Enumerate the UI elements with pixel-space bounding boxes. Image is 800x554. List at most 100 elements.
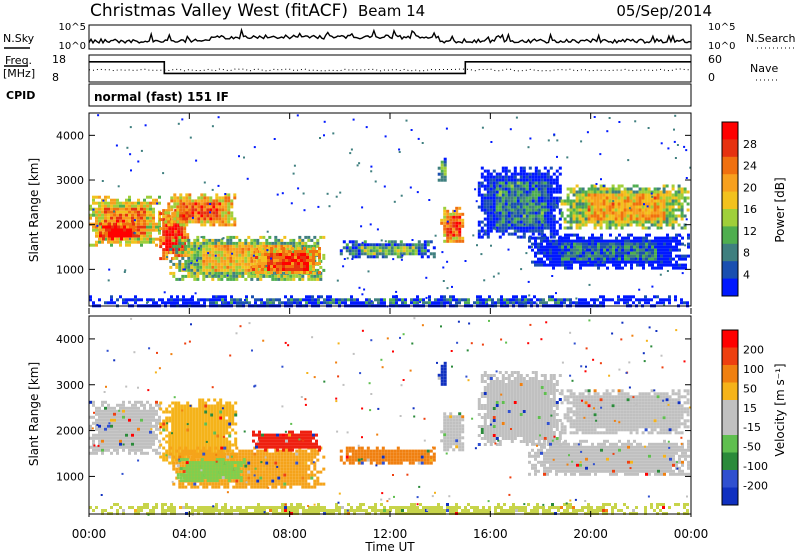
vel-cell	[225, 413, 229, 417]
date-label: 05/Sep/2014	[616, 2, 712, 20]
power-cell	[525, 211, 529, 215]
power-noise-point	[108, 268, 111, 271]
power-cell	[117, 225, 120, 229]
power-cell	[265, 274, 269, 278]
power-cell	[342, 240, 346, 244]
power-cell	[299, 301, 302, 305]
power-cell	[220, 265, 224, 269]
power-cell	[620, 208, 624, 212]
vel-cell	[162, 455, 166, 459]
power-cell	[235, 247, 239, 251]
power-cell	[662, 205, 666, 209]
vel-cell	[119, 436, 122, 440]
power-cell	[648, 251, 651, 255]
power-noise-point	[182, 268, 185, 271]
power-cell	[549, 187, 553, 191]
power-cell	[504, 199, 508, 203]
power-noise-point	[133, 219, 136, 222]
power-cell	[606, 239, 609, 243]
power-noise-point	[102, 199, 105, 202]
power-cell	[285, 250, 288, 253]
vel-cell	[219, 404, 223, 408]
power-cell	[639, 254, 642, 258]
power-cell	[101, 201, 104, 205]
power-cell	[539, 301, 542, 305]
vel-cell	[213, 416, 217, 420]
vel-cell	[95, 427, 98, 431]
power-noise-point	[124, 269, 127, 272]
power-cell	[167, 223, 171, 227]
power-cell	[191, 205, 195, 209]
vel-cell	[152, 424, 155, 428]
power-cell	[396, 255, 400, 259]
power-cell	[203, 202, 207, 206]
power-cell	[193, 265, 197, 269]
vel-cell	[134, 451, 137, 455]
power-noise-point	[189, 136, 192, 139]
power-cell	[567, 233, 570, 237]
power-cell	[594, 236, 597, 240]
power-cell	[650, 208, 654, 212]
power-cell	[313, 271, 317, 275]
power-cell	[510, 193, 514, 197]
power-cell	[179, 214, 183, 218]
power-cell	[286, 247, 290, 251]
power-cell	[477, 220, 481, 224]
vel-cell	[165, 419, 169, 423]
power-cell	[461, 236, 465, 240]
power-cell	[357, 249, 361, 253]
power-cell	[611, 208, 615, 212]
power-cell	[288, 256, 291, 259]
power-cell	[170, 196, 174, 200]
vel-cell	[140, 433, 143, 437]
power-cell	[291, 247, 294, 250]
power-cell	[174, 242, 178, 246]
power-cell	[572, 220, 576, 224]
vel-cell	[128, 409, 131, 413]
vel-cell	[110, 436, 113, 440]
power-cell	[140, 222, 143, 226]
power-cell	[576, 233, 579, 237]
power-cell	[552, 202, 556, 206]
power-cell	[143, 207, 146, 211]
vel-cell	[104, 424, 107, 428]
power-cell	[200, 223, 204, 227]
power-cell	[510, 223, 514, 227]
vel-cell	[162, 425, 166, 429]
power-cell	[615, 239, 618, 243]
power-cell	[267, 268, 270, 271]
power-cell	[262, 235, 266, 239]
power-cell	[223, 247, 227, 251]
power-cell	[167, 202, 171, 206]
power-cell	[623, 217, 627, 221]
vel-cell	[101, 409, 104, 413]
power-cell	[202, 244, 206, 248]
power-cell	[205, 241, 209, 245]
power-cell	[552, 223, 556, 227]
power-cell	[255, 253, 258, 256]
power-cell	[549, 178, 553, 182]
vel-cell	[168, 455, 172, 459]
power-cell	[146, 228, 149, 232]
power-cell	[546, 199, 550, 203]
power-cell	[200, 220, 204, 224]
power-cell	[558, 260, 561, 264]
power-noise-point	[252, 254, 255, 257]
power-cell	[641, 199, 645, 203]
power-cell	[588, 245, 591, 249]
power-cell	[680, 205, 684, 209]
power-cell	[265, 238, 269, 242]
power-cell	[152, 222, 155, 226]
power-cell	[624, 236, 627, 240]
power-cell	[522, 232, 526, 236]
power-cell	[383, 301, 386, 305]
vel-cell	[168, 461, 172, 465]
power-cell	[267, 256, 270, 259]
power-cell	[261, 250, 264, 253]
power-cell	[283, 241, 287, 245]
vel-cell	[134, 430, 137, 434]
power-cell	[244, 268, 248, 272]
power-cell	[615, 236, 618, 240]
vel-cell	[140, 439, 143, 443]
power-cell	[132, 228, 135, 232]
